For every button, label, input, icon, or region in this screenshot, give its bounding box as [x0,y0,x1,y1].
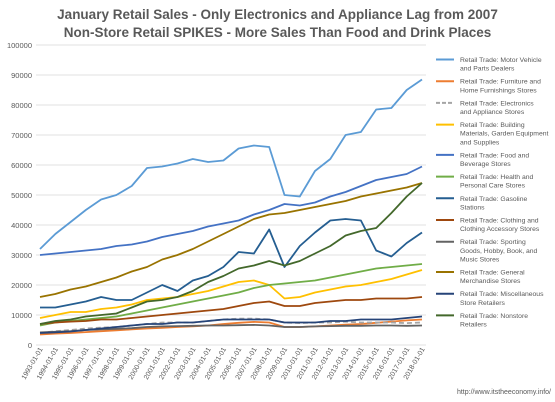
y-tick-label: 60000 [11,161,32,170]
legend-entry-label: Retail Trade: Nonstore Retailers [460,313,528,329]
series-line [39,182,423,325]
y-tick-label: 20000 [11,281,32,290]
legend-entry-label: Retail Trade: Health and Personal Care St… [460,174,534,190]
y-tick-label: 10000 [11,311,32,320]
series-line [39,296,423,325]
legend-entry-label: Retail Trade: Food and Beverage Stores [460,152,529,168]
series-line [39,269,423,319]
legend-entry-label: Retail Trade: Clothing and Clothing Acces… [460,218,540,234]
series-line [39,323,423,334]
legend-entry-label: Retail Trade: Building Materials, Garden … [460,122,549,146]
series-line [39,315,423,334]
series-line [39,263,423,327]
series-line [39,318,423,336]
watermark-url: http://www.itstheeconomy.info/ [456,389,551,396]
legend-entry-label: Retail Trade: Motor Vehicle and Parts Dea… [460,57,542,73]
y-tick-label: 100000 [7,41,32,50]
series-line [39,182,423,298]
series-line [39,165,423,256]
chart-title-line1: January Retail Sales - Only Electronics … [57,7,498,22]
legend-entry-label: Retail Trade: Electronics and Appliance S… [460,100,534,116]
legend-entry-label: Retail Trade: General Merchandise Stores [460,270,525,286]
y-tick-label: 30000 [11,251,32,260]
chart-title-line2: Non-Store Retail SPIKES - More Sales Tha… [63,25,492,40]
legend-entry-label: Retail Trade: Gasoline Stations [460,196,527,212]
y-tick-label: 40000 [11,221,32,230]
legend-entry-label: Retail Trade: Miscellaneous Store Retaile… [460,291,544,307]
y-tick-label: 50000 [11,191,32,200]
legend-entry-label: Retail Trade: Sporting Goods, Hobby, Book… [460,239,538,263]
series-line [40,218,423,309]
y-tick-label: 80000 [11,101,32,110]
y-tick-label: 0 [28,341,32,350]
series-line [39,78,423,250]
legend-entry-label: Retail Trade: Furniture and Home Furnishi… [460,79,541,95]
y-tick-label: 90000 [11,71,32,80]
y-tick-label: 70000 [11,131,32,140]
